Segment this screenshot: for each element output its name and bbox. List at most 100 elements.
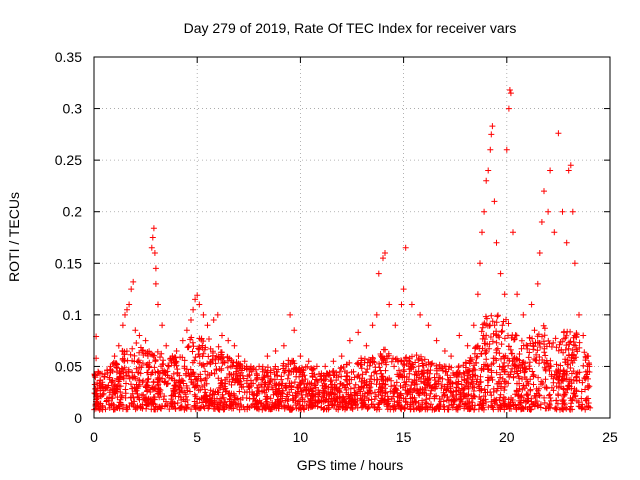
- data-point: [534, 347, 541, 354]
- data-point: [388, 358, 395, 365]
- data-point: [557, 339, 564, 345]
- data-point: [299, 366, 305, 373]
- data-point: [336, 368, 343, 375]
- data-point: [112, 381, 119, 388]
- data-points: [91, 87, 594, 413]
- data-point: [341, 368, 348, 375]
- data-point: [493, 339, 500, 346]
- data-point: [151, 250, 158, 256]
- data-point: [124, 306, 130, 313]
- data-point: [224, 364, 231, 371]
- data-point: [433, 392, 440, 399]
- data-point: [553, 344, 560, 351]
- data-point: [503, 146, 510, 153]
- data-point: [93, 390, 100, 397]
- data-point: [433, 405, 440, 412]
- data-point: [536, 354, 543, 360]
- data-point: [129, 369, 136, 376]
- data-point: [116, 374, 123, 381]
- data-point: [535, 387, 541, 394]
- data-point: [441, 348, 448, 354]
- data-point: [272, 363, 279, 370]
- data-point: [488, 131, 495, 138]
- data-point: [136, 377, 143, 384]
- data-point: [552, 335, 559, 342]
- data-point: [398, 301, 405, 308]
- data-point: [449, 404, 456, 411]
- data-point: [391, 388, 398, 395]
- data-point: [483, 332, 490, 339]
- data-point: [476, 345, 483, 352]
- data-point: [388, 383, 395, 390]
- data-point: [479, 404, 486, 411]
- data-point: [479, 324, 486, 331]
- data-point: [438, 385, 445, 392]
- data-point: [559, 208, 566, 215]
- data-point: [184, 387, 191, 394]
- data-point: [548, 384, 555, 391]
- data-point: [435, 378, 442, 385]
- data-point: [131, 358, 138, 365]
- data-point: [578, 405, 585, 412]
- data-point: [393, 355, 400, 362]
- data-point: [548, 397, 554, 404]
- data-point: [465, 379, 472, 386]
- data-point: [145, 375, 152, 382]
- data-point: [472, 345, 479, 351]
- data-point: [218, 365, 225, 372]
- y-tick-label: 0.25: [55, 152, 82, 168]
- data-point: [505, 371, 512, 378]
- data-point: [368, 396, 375, 403]
- data-point: [433, 362, 440, 369]
- data-point: [235, 353, 242, 360]
- data-point: [190, 306, 197, 313]
- data-point: [381, 396, 388, 403]
- data-point: [568, 400, 575, 407]
- data-point: [526, 334, 533, 341]
- data-point: [197, 371, 204, 378]
- data-point: [196, 396, 203, 403]
- data-point: [261, 381, 268, 387]
- data-point: [562, 389, 569, 396]
- data-point: [354, 404, 361, 411]
- data-point: [445, 396, 452, 403]
- data-point: [177, 378, 184, 385]
- data-point: [262, 405, 269, 412]
- data-point: [352, 381, 359, 388]
- data-point: [144, 361, 151, 368]
- data-point: [115, 342, 122, 349]
- data-point: [524, 378, 531, 385]
- data-point: [465, 385, 472, 392]
- data-point: [392, 385, 399, 392]
- data-point: [532, 394, 539, 401]
- data-point: [194, 400, 201, 406]
- data-point: [407, 406, 414, 413]
- data-point: [569, 359, 576, 366]
- x-tick-label: 10: [293, 429, 309, 445]
- data-point: [525, 354, 532, 361]
- data-point: [477, 379, 483, 386]
- data-point: [417, 385, 424, 392]
- data-point: [440, 403, 447, 410]
- data-point: [193, 383, 200, 389]
- data-point: [202, 368, 209, 375]
- data-point: [233, 362, 240, 369]
- data-point: [437, 374, 444, 381]
- data-point: [205, 402, 212, 409]
- data-point: [143, 362, 150, 368]
- data-point: [224, 374, 230, 381]
- data-point: [427, 361, 434, 368]
- data-point: [218, 377, 225, 384]
- data-point: [365, 404, 371, 411]
- data-point: [462, 382, 469, 389]
- data-point: [528, 301, 535, 308]
- data-point: [151, 364, 158, 371]
- data-point: [376, 399, 383, 406]
- data-point: [543, 384, 550, 391]
- data-point: [500, 318, 507, 325]
- data-point: [95, 368, 102, 375]
- data-point: [140, 391, 147, 398]
- data-point: [128, 394, 135, 401]
- data-point: [512, 362, 519, 369]
- data-point: [292, 397, 299, 404]
